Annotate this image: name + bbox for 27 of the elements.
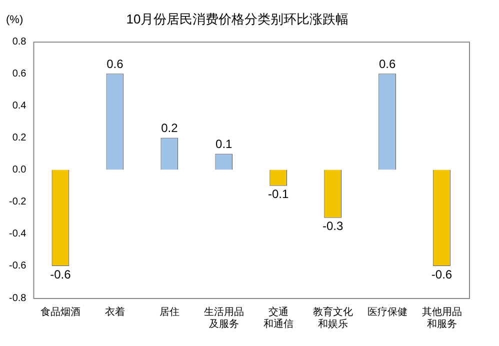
data-label: -0.1 [268, 187, 290, 202]
y-tick-label: -0.6 [8, 260, 27, 272]
y-tick-label: 0.0 [12, 164, 27, 176]
x-tick-label: 食品烟酒 [40, 306, 80, 318]
chart-title: 10月份居民消费价格分类别环比涨跌幅 [126, 11, 349, 26]
x-tick-label: 其他用品和服务 [422, 306, 462, 330]
data-label: -0.6 [431, 267, 452, 282]
data-label: -0.6 [50, 267, 72, 282]
y-tick-label: 0.8 [12, 36, 27, 48]
x-tick-label: 医疗保健 [367, 306, 408, 318]
x-tick-label: 生活用品及服务 [204, 306, 244, 330]
data-label: 0.6 [106, 56, 124, 71]
data-label: 0.2 [161, 121, 178, 136]
x-tick-label: 教育文化和娱乐 [312, 306, 353, 330]
y-tick-label: -0.8 [8, 292, 27, 304]
y-tick-label: -0.4 [8, 228, 27, 240]
y-tick-label: 0.2 [12, 132, 27, 144]
y-axis-title: (%) [6, 14, 24, 26]
y-tick-label: 0.4 [12, 100, 27, 112]
data-label: -0.3 [322, 219, 344, 234]
x-tick-label: 衣着 [104, 306, 125, 318]
x-tick-label: 交通和通信 [263, 306, 294, 330]
x-tick-label: 居住 [159, 306, 180, 318]
y-tick-label: 0.6 [12, 68, 27, 80]
data-label: 0.1 [216, 137, 233, 152]
data-label: 0.6 [378, 56, 396, 71]
y-tick-label: -0.2 [8, 196, 27, 208]
